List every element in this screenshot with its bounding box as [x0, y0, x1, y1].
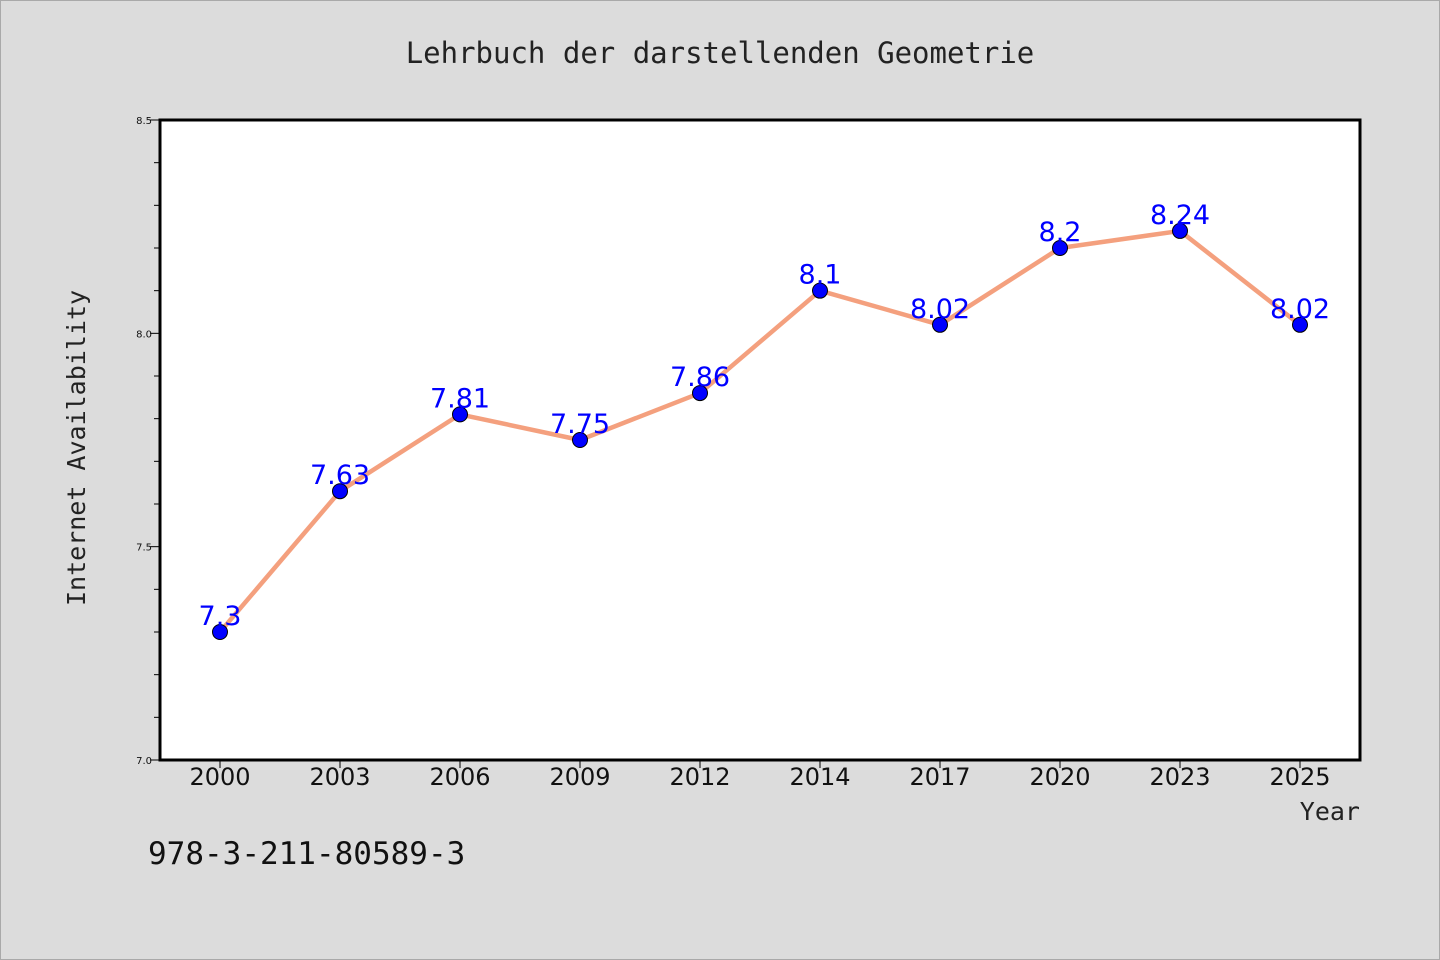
- x-axis-label: Year: [1300, 797, 1360, 826]
- data-point: [1172, 222, 1188, 239]
- x-tick-label: 2020: [1029, 763, 1090, 791]
- data-point: [812, 282, 828, 299]
- x-tick-label: 2023: [1149, 763, 1210, 791]
- x-tick-label: 2000: [189, 763, 250, 791]
- data-label: 8.02: [1270, 294, 1330, 325]
- markers-group: [212, 222, 1308, 640]
- data-point: [692, 385, 708, 402]
- x-axis: 2000 2003 2006 2009 2012 2014 2017 2020 2023 2025: [189, 760, 1331, 791]
- data-label: 8.1: [799, 260, 842, 291]
- data-labels-group: 7.3 7.63 7.81 7.75 7.86 8.1 8.02 8.2 8.24 8.02: [199, 200, 1331, 632]
- data-label: 7.75: [550, 409, 610, 440]
- data-label: 7.86: [670, 362, 730, 393]
- data-point: [452, 406, 468, 423]
- data-point: [212, 624, 228, 640]
- series-line: [218, 228, 1302, 634]
- y-tick-label: 8.0: [136, 329, 152, 340]
- data-label: 8.2: [1039, 217, 1082, 248]
- data-label: 8.24: [1150, 200, 1210, 231]
- data-label: 7.81: [430, 383, 490, 414]
- x-tick-label: 2017: [909, 763, 970, 791]
- x-tick-label: 2009: [549, 763, 610, 791]
- data-point: [572, 432, 588, 448]
- plot-area: [158, 118, 1362, 762]
- y-tick-label: 7.5: [136, 543, 152, 554]
- chart-title: Lehrbuch der darstellenden Geometrie: [406, 36, 1035, 70]
- x-tick-label: 2014: [789, 763, 850, 791]
- data-label: 7.3: [199, 601, 242, 632]
- data-point: [332, 483, 348, 500]
- data-point: [1052, 240, 1068, 256]
- y-tick-label: 7.0: [136, 756, 152, 767]
- x-tick-label: 2003: [309, 763, 370, 791]
- isbn-text: 978-3-211-80589-3: [148, 836, 465, 872]
- y-axis: 7.0 7.5 8.0 8.5: [136, 116, 160, 767]
- data-point: [932, 316, 948, 333]
- data-label: 8.02: [910, 294, 970, 325]
- y-tick-label: 8.5: [136, 116, 152, 127]
- y-axis-label: Internet Availability: [62, 290, 91, 606]
- data-label: 7.63: [310, 460, 370, 491]
- x-tick-label: 2025: [1269, 763, 1330, 791]
- data-point: [1292, 316, 1308, 333]
- x-tick-label: 2006: [429, 763, 490, 791]
- series-line-group: [218, 228, 1302, 634]
- x-tick-label: 2012: [669, 763, 730, 791]
